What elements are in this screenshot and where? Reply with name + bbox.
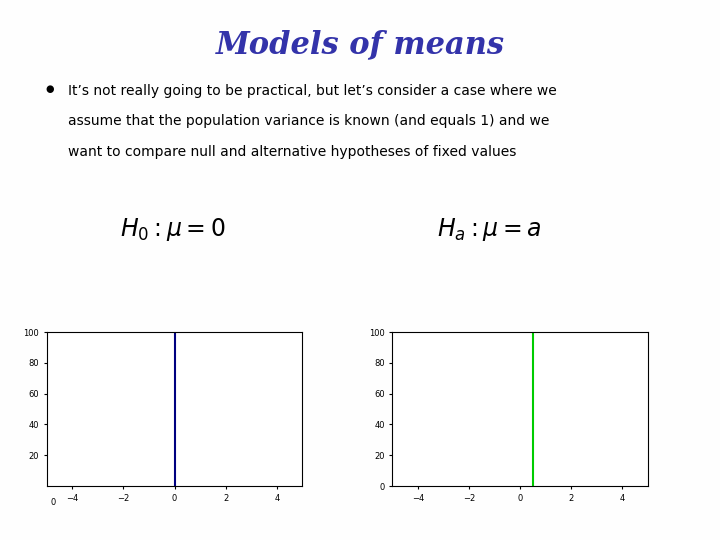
Text: 0: 0	[50, 498, 56, 507]
Text: Models of means: Models of means	[215, 30, 505, 60]
Text: ●: ●	[45, 84, 54, 94]
Text: It’s not really going to be practical, but let’s consider a case where we: It’s not really going to be practical, b…	[68, 84, 557, 98]
Text: $H_0 : \mu = 0$: $H_0 : \mu = 0$	[120, 216, 225, 243]
Text: assume that the population variance is known (and equals 1) and we: assume that the population variance is k…	[68, 114, 550, 129]
Text: $H_a : \mu = a$: $H_a : \mu = a$	[437, 216, 542, 243]
Text: want to compare null and alternative hypotheses of fixed values: want to compare null and alternative hyp…	[68, 145, 517, 159]
